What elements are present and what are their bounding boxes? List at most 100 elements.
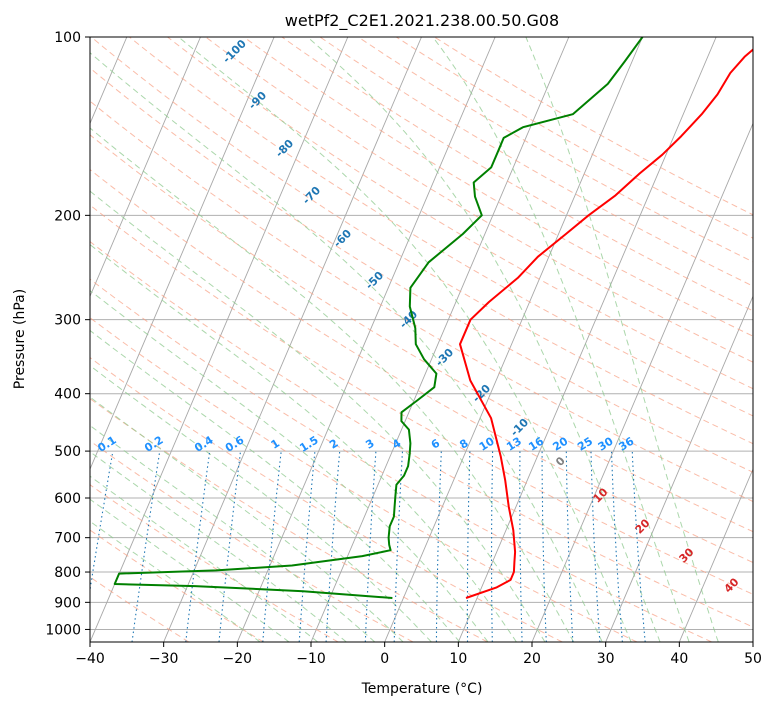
moist-adiabat [307, 37, 661, 642]
moist-adiabat [90, 498, 290, 642]
adiabat-label: 40 [722, 575, 742, 595]
dry-adiabat [205, 37, 753, 363]
adiabat-label: 20 [633, 516, 653, 536]
line-annotations: 0.1 0.2 0.4 0.6 1 1.5 2 3 4 6 8 10 13 16 20 25 30 36-100-… [95, 37, 741, 596]
x-tick-label: −10 [296, 651, 326, 667]
mixing-ratio-line [364, 451, 377, 642]
y-tick-label: 700 [54, 531, 81, 547]
mixing-ratio-label: 3 [363, 437, 376, 452]
x-tick-label: 10 [449, 651, 467, 667]
moist-adiabat [90, 52, 603, 642]
isotherm-line [605, 295, 753, 642]
dry-adiabat [243, 37, 753, 337]
dewpoint-profile-line [113, 37, 644, 599]
isotherm-line [90, 37, 349, 642]
x-tick-label: 50 [744, 651, 762, 667]
y-axis-title: Pressure (hPa) [12, 289, 28, 389]
dry-adiabat [90, 37, 753, 445]
moist-adiabat [178, 37, 632, 642]
mixing-ratio-line [90, 451, 114, 594]
dry-adiabat [90, 576, 190, 642]
x-tick-label: 30 [597, 651, 615, 667]
y-axis: 100 200 300 400 500 600 700 800 900 1000 [45, 30, 90, 638]
dry-adiabat [90, 67, 753, 473]
isotherm-line [384, 37, 643, 642]
isotherm-line [752, 640, 753, 642]
mixing-ratio-line [393, 451, 404, 642]
adiabat-label: 30 [677, 545, 697, 565]
y-tick-label: 900 [54, 595, 81, 611]
mixing-ratio-line [325, 451, 341, 642]
adiabat-label: -10 [508, 416, 531, 439]
mixing-ratio-label: 0.2 [142, 433, 165, 454]
y-tick-label: 300 [54, 313, 81, 329]
moist-adiabat [90, 243, 517, 642]
x-axis-title: Temperature (°C) [361, 681, 483, 697]
mixing-ratio-line [631, 451, 646, 642]
moist-adiabat [432, 37, 690, 642]
x-tick-label: −20 [223, 651, 253, 667]
mixing-ratio-line [541, 451, 547, 642]
chart-title: wetPf2_C2E1.2021.238.00.50.G08 [285, 11, 559, 31]
isotherm-line [236, 37, 496, 642]
dry-adiabat [90, 397, 488, 642]
mixing-ratio-line [519, 451, 523, 642]
dry-adiabat [90, 484, 339, 642]
y-tick-label: 500 [54, 444, 81, 460]
moist-adiabat [90, 329, 461, 642]
dry-adiabat [90, 240, 753, 628]
temperature-profile-line [459, 48, 753, 599]
isotherm-line [531, 122, 753, 642]
dry-adiabat [90, 134, 753, 533]
dry-adiabat [90, 440, 414, 642]
mixing-ratio-line [218, 451, 242, 642]
mixing-ratio-label: 4 [390, 436, 404, 451]
mixing-ratio-label: 2 [327, 437, 340, 452]
isotherm-line [163, 37, 422, 642]
dry-adiabat [434, 37, 753, 216]
y-tick-label: 400 [54, 387, 81, 403]
adiabat-label: -80 [273, 137, 296, 160]
mixing-ratio-line [610, 451, 623, 642]
mixing-ratio-line [590, 451, 601, 642]
mixing-ratio-line [298, 451, 316, 642]
moist-adiabat [90, 289, 489, 642]
x-tick-label: 40 [670, 651, 688, 667]
mixing-ratio-line [435, 451, 442, 642]
mixing-ratio-label: 6 [429, 436, 443, 451]
y-tick-label: 800 [54, 565, 81, 581]
dry-adiabat [90, 204, 753, 595]
x-tick-label: 20 [523, 651, 541, 667]
adiabat-label: -60 [331, 227, 354, 250]
dry-adiabat [90, 317, 638, 642]
moist-adiabat [90, 365, 432, 642]
adiabat-label: -30 [433, 346, 456, 369]
adiabat-label: -50 [363, 269, 386, 292]
dry-adiabat [90, 529, 264, 642]
moist-adiabat [90, 424, 376, 642]
mixing-ratio-line [490, 451, 494, 642]
x-axis: −40 −30 −20 −10 0 10 20 30 40 50 [75, 642, 762, 667]
x-tick-label: 0 [380, 651, 389, 667]
dry-adiabat [90, 278, 712, 642]
moist-adiabat [90, 451, 347, 642]
adiabat-label: 10 [591, 485, 611, 505]
dry-adiabat [167, 37, 753, 390]
x-tick-label: −40 [75, 651, 105, 667]
mixing-ratio-label: 1.5 [297, 433, 320, 454]
isotherm-line [90, 37, 201, 298]
dry-adiabat [90, 356, 563, 642]
mixing-ratio-label: 1 [269, 437, 282, 452]
adiabat-label: -100 [220, 37, 249, 66]
y-tick-label: 600 [54, 491, 81, 507]
moist-adiabat [90, 190, 546, 642]
plot-frame [89, 36, 754, 643]
moist-adiabat [525, 37, 719, 642]
mixing-ratio-line [185, 451, 211, 642]
adiabat-label: -70 [300, 184, 323, 207]
profile-series [113, 37, 753, 599]
isotherm-line [678, 467, 753, 642]
mixing-ratio-line [131, 451, 161, 642]
adiabat-label: -40 [397, 308, 420, 331]
adiabat-label: -90 [246, 89, 269, 112]
